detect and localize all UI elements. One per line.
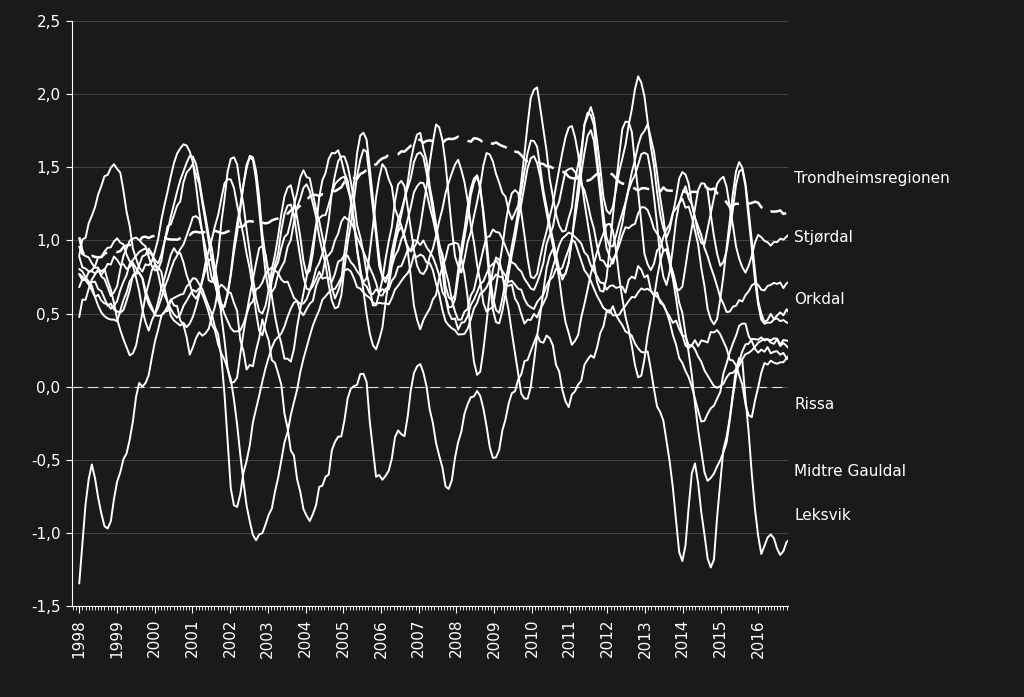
Text: Orkdal: Orkdal	[795, 291, 845, 307]
Text: Midtre Gauldal: Midtre Gauldal	[795, 464, 906, 480]
Text: Rissa: Rissa	[795, 397, 835, 412]
Text: Trondheimsregionen: Trondheimsregionen	[795, 171, 950, 187]
Text: Leksvik: Leksvik	[795, 508, 851, 523]
Text: Stjørdal: Stjørdal	[795, 230, 853, 245]
